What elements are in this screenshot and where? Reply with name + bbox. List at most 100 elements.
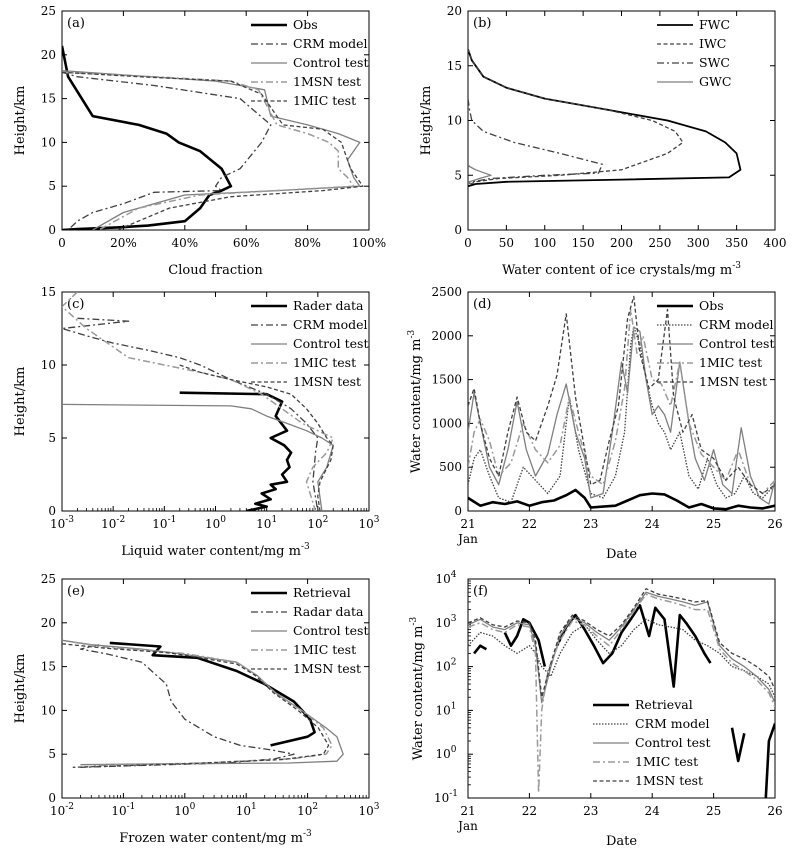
x-tick-label: 20% (110, 236, 137, 250)
x-axis-label: Frozen water content/mg m-3 (119, 829, 312, 846)
y-tick-label: 15 (41, 660, 56, 674)
x-tick-label: 200 (610, 236, 633, 250)
y-axis-label: Height/km (419, 86, 434, 156)
panel-b: 0 50 100 150 200 250 300 350 400 0 5 10 15 20 Water co… (419, 4, 786, 278)
panel-d: 21 22 23 24 25 26 Jan 0 500 1000 1500 2000 2500 Date W… (407, 285, 783, 562)
series-line-1msn-test (62, 71, 355, 230)
y-tick-label: 5 (454, 168, 462, 182)
legend: Obs CRM model Control test 1MIC test 1MSN te… (657, 298, 775, 389)
x-tick-label: 400 (764, 236, 787, 250)
y-tick-label: 0 (48, 504, 56, 518)
legend-label: 1MSN test (293, 661, 361, 676)
panel-label: (d) (473, 297, 491, 312)
x-tick-label: 10-2 (101, 515, 125, 531)
legend-label: 1MSN test (635, 773, 703, 788)
series-group (62, 45, 364, 230)
x-axis-label: Date (606, 834, 637, 849)
panel-label: (e) (67, 584, 85, 599)
x-tick-label: 102 (307, 515, 328, 531)
legend-label: Control test (293, 623, 369, 638)
y-tick-label: 10 (447, 114, 462, 128)
series-line-radar-data (79, 644, 295, 768)
legend-label: 1MSN test (293, 74, 361, 89)
y-tick-label: 15 (447, 59, 462, 73)
legend-label: Control test (293, 55, 369, 70)
panel-a: 0 20% 40% 60% 80% 100% 0 5 10 15 20 25 Cloud fractio… (13, 4, 386, 278)
legend: Obs CRM model Control test 1MSN test 1MIC te… (251, 17, 369, 108)
legend-label: 1MSN test (293, 374, 361, 389)
x-tick-label: 80% (294, 236, 321, 250)
legend-label: CRM model (293, 36, 368, 51)
x-tick-label: 100 (205, 515, 226, 531)
y-tick-label: 103 (435, 614, 456, 630)
panel-label: (f) (473, 584, 488, 599)
x-tick-label: 103 (358, 515, 379, 531)
y-tick-label: 25 (41, 572, 56, 586)
series-line-obs (62, 45, 233, 230)
legend-label: 1MIC test (293, 642, 356, 657)
y-tick-label: 10-1 (434, 789, 458, 805)
x-tick-label: 350 (725, 236, 748, 250)
x-axis-label: Water content of ice crystals/mg m-3 (502, 261, 741, 278)
legend: Retrieval CRM model Control test 1MIC test 1… (593, 697, 711, 788)
y-tick-label: 2500 (431, 285, 462, 299)
legend-label: Control test (293, 336, 369, 351)
legend-label: 1MIC test (293, 355, 356, 370)
legend-label: GWC (699, 74, 731, 89)
series-line-control-test (62, 403, 334, 511)
series-group (62, 639, 344, 768)
legend-label: 1MIC test (293, 93, 356, 108)
x-tick-sublabel: Jan (456, 532, 478, 546)
legend-label: Control test (699, 336, 775, 351)
legend-label: IWC (699, 36, 726, 51)
x-tick-label: 103 (358, 802, 379, 818)
x-tick-label: 25 (706, 517, 721, 531)
series-line-obs (468, 488, 775, 511)
legend-label: Retrieval (635, 697, 693, 712)
y-tick-label: 5 (48, 179, 56, 193)
legend-label: Control test (635, 735, 711, 750)
x-tick-label: 60% (233, 236, 260, 250)
x-tick-label: 21 (460, 804, 475, 818)
series-line-fwc (468, 49, 742, 188)
legend-label: SWC (699, 55, 730, 70)
x-tick-label: 250 (648, 236, 671, 250)
plot-frame (61, 10, 370, 231)
legend-label: 1MSN test (699, 374, 767, 389)
y-tick-label: 15 (41, 285, 56, 299)
x-tick-sublabel: Jan (456, 819, 478, 833)
y-tick-label: 10 (41, 703, 56, 717)
plot-frame (467, 10, 776, 231)
legend-label: Obs (699, 298, 724, 313)
x-tick-label: 40% (171, 236, 198, 250)
x-axis-label: Liquid water content/mg m-3 (121, 542, 310, 559)
series-line-crm-model (62, 71, 272, 230)
legend: FWC IWC SWC GWC (657, 17, 731, 89)
y-axis-label: Height/km (13, 86, 28, 156)
x-tick-label: 22 (522, 804, 537, 818)
y-tick-label: 0 (48, 791, 56, 805)
x-tick-label: 0 (58, 236, 66, 250)
y-tick-label: 5 (48, 747, 56, 761)
x-axis-label: Date (606, 547, 637, 562)
x-tick-label: 101 (236, 802, 257, 818)
series-line-retrieval (473, 604, 775, 798)
y-axis-label: Water content/mg m-3 (407, 329, 424, 473)
x-tick-label: 102 (297, 802, 318, 818)
panel-label: (a) (67, 16, 85, 31)
series-line-rader-data (179, 391, 293, 511)
series-line-1mic-test (468, 593, 775, 794)
y-tick-label: 10 (41, 135, 56, 149)
plot-frame (61, 578, 370, 799)
y-axis-label: Water content/mg m-3 (409, 616, 426, 760)
series-line-control-test (468, 326, 775, 505)
y-tick-label: 10 (41, 358, 56, 372)
y-tick-label: 2000 (431, 329, 462, 343)
legend-label: 1MIC test (635, 754, 698, 769)
series-line-swc (468, 98, 603, 185)
legend-label: Obs (293, 17, 318, 32)
x-tick-label: 21 (460, 517, 475, 531)
y-axis-label: Height/km (13, 367, 28, 437)
x-tick-label: 100 (533, 236, 556, 250)
y-tick-label: 1500 (431, 373, 462, 387)
